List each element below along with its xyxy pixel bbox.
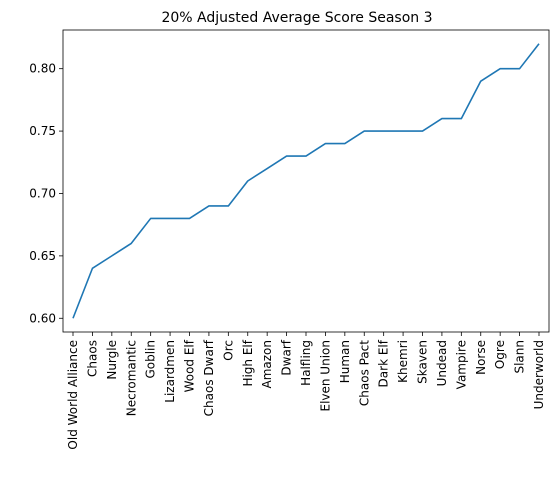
x-tick-label: Chaos Dwarf [202,339,216,416]
y-tick-label: 0.65 [29,249,56,263]
x-tick-label: Dwarf [280,339,294,375]
x-tick-label: Slann [513,340,527,374]
x-tick-label: Old World Alliance [66,340,80,450]
y-axis: 0.60 0.65 0.70 0.75 0.80 [29,62,63,325]
x-tick-label: Orc [221,340,235,361]
x-tick-label: High Elf [241,339,255,386]
x-tick-label: Skaven [416,340,430,384]
y-tick-label: 0.60 [29,311,56,325]
x-tick-label: Wood Elf [183,339,197,392]
x-tick-label: Halfling [299,340,313,386]
x-tick-label: Undead [435,340,449,386]
series-line [72,43,540,319]
x-tick-label: Goblin [144,340,158,379]
x-tick-label: Norse [474,340,488,375]
x-tick-label: Nurgle [105,340,119,380]
x-tick-label: Khemri [396,340,410,383]
x-tick-label: Chaos [85,340,99,377]
x-tick-label: Dark Elf [377,339,391,387]
y-tick-label: 0.75 [29,124,56,138]
x-tick-label: Necromantic [124,340,138,416]
y-tick-label: 0.70 [29,186,56,200]
plot-frame [62,29,550,333]
x-tick-label: Lizardmen [163,340,177,403]
x-tick-label: Elven Union [318,340,332,412]
chart-title: 20% Adjusted Average Score Season 3 [161,10,432,26]
x-tick-label: Ogre [493,340,507,369]
x-tick-label: Human [338,340,352,383]
x-tick-label: Vampire [454,340,468,389]
x-tick-label: Underworld [532,340,546,409]
x-tick-label: Amazon [260,340,274,389]
x-axis: Old World Alliance Chaos Nurgle Necromantic… [66,332,546,450]
series-group [72,43,540,319]
x-tick-label: Chaos Pact [357,340,371,406]
y-tick-label: 0.80 [29,62,56,76]
